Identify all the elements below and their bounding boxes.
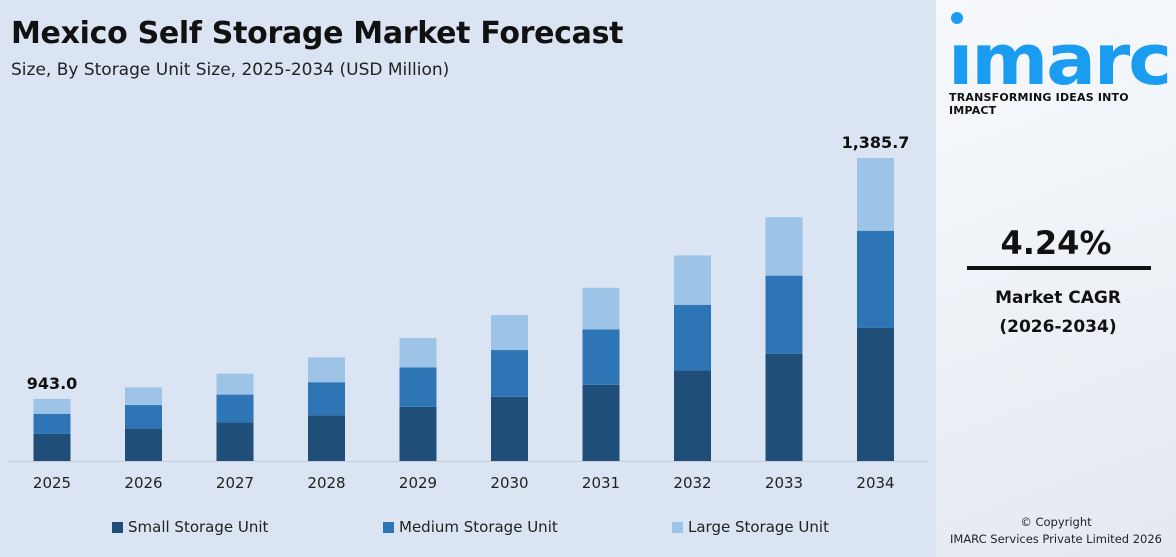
x-tick-label: 2030 — [490, 474, 528, 492]
x-tick-label: 2033 — [765, 474, 803, 492]
copyright: © Copyright IMARC Services Private Limit… — [936, 514, 1176, 548]
bar-medium-storage-unit-2030 — [491, 350, 528, 397]
legend-swatch — [672, 521, 683, 533]
bar-medium-storage-unit-2026 — [125, 405, 162, 429]
legend-item: Medium Storage Unit — [383, 518, 558, 536]
bar-small-storage-unit-2025 — [33, 433, 71, 461]
cagr-label: Market CAGR — [995, 288, 1121, 308]
svg-text:ımarc: ımarc — [948, 19, 1170, 90]
x-tick-label: 2028 — [307, 474, 345, 492]
legend-swatch — [112, 521, 123, 533]
bar-large-storage-unit-2033 — [765, 217, 803, 276]
bar-medium-storage-unit-2029 — [399, 367, 437, 407]
imarc-logo: ımarc — [948, 12, 1172, 90]
data-label-total: 1,385.7 — [842, 133, 910, 152]
bar-large-storage-unit-2029 — [399, 337, 437, 368]
x-tick-label: 2031 — [582, 474, 620, 492]
x-tick-label: 2032 — [673, 474, 711, 492]
chart-panel: Mexico Self Storage Market Forecast Size… — [8, 16, 928, 536]
x-tick-label: 2034 — [856, 474, 894, 492]
bar-small-storage-unit-2034 — [857, 327, 894, 461]
copyright-company: IMARC Services Private Limited 2026 — [950, 532, 1162, 546]
bar-large-storage-unit-2025 — [33, 398, 71, 414]
bar-medium-storage-unit-2025 — [33, 413, 71, 434]
bar-small-storage-unit-2028 — [308, 415, 345, 461]
cagr-period: (2026-2034) — [999, 317, 1117, 337]
brand-tagline: TRANSFORMING IDEAS INTO IMPACT — [949, 91, 1129, 117]
bar-medium-storage-unit-2032 — [674, 304, 711, 371]
data-label-total: 943.0 — [27, 374, 78, 393]
legend-label: Small Storage Unit — [128, 518, 269, 536]
bar-large-storage-unit-2028 — [308, 357, 345, 383]
chart-title: Mexico Self Storage Market Forecast — [11, 16, 624, 51]
bar-large-storage-unit-2030 — [491, 315, 528, 351]
bar-medium-storage-unit-2027 — [216, 394, 254, 423]
copyright-text: © Copyright — [1020, 515, 1092, 529]
info-panel: ımarc TRANSFORMING IDEAS INTO IMPACT 4.2… — [936, 0, 1176, 557]
bar-small-storage-unit-2032 — [674, 370, 711, 461]
x-tick-label: 2025 — [33, 474, 71, 492]
stacked-bar-chart: 2025 943.0 2026 2027 2028 2029 2030 2031 2032 203… — [8, 133, 928, 492]
bar-small-storage-unit-2026 — [125, 428, 162, 461]
bar-medium-storage-unit-2031 — [582, 329, 620, 385]
legend-label: Medium Storage Unit — [399, 518, 558, 536]
legend-item: Small Storage Unit — [112, 518, 268, 536]
x-tick-label: 2029 — [399, 474, 437, 492]
bar-large-storage-unit-2031 — [582, 287, 620, 330]
bar-large-storage-unit-2026 — [125, 387, 162, 406]
x-tick-label: 2027 — [216, 474, 254, 492]
legend-item: Large Storage Unit — [672, 518, 829, 536]
x-tick-label: 2026 — [124, 474, 162, 492]
bar-large-storage-unit-2032 — [674, 255, 711, 305]
chart-subtitle: Size, By Storage Unit Size, 2025-2034 (U… — [11, 60, 450, 80]
bar-medium-storage-unit-2034 — [857, 230, 894, 328]
bar-large-storage-unit-2027 — [216, 373, 254, 395]
bar-small-storage-unit-2029 — [399, 406, 437, 461]
bar-medium-storage-unit-2033 — [765, 275, 803, 354]
bar-small-storage-unit-2027 — [216, 422, 254, 461]
bar-small-storage-unit-2030 — [491, 396, 528, 461]
legend-label: Large Storage Unit — [688, 518, 829, 536]
divider — [967, 266, 1151, 270]
cagr-label-block: Market CAGR (2026-2034) — [936, 284, 1176, 342]
cagr-value: 4.24% — [1000, 224, 1112, 262]
bar-small-storage-unit-2031 — [582, 384, 620, 461]
legend-swatch — [383, 521, 394, 533]
bar-medium-storage-unit-2028 — [308, 382, 345, 416]
bar-large-storage-unit-2034 — [857, 158, 894, 231]
bar-small-storage-unit-2033 — [765, 353, 803, 461]
